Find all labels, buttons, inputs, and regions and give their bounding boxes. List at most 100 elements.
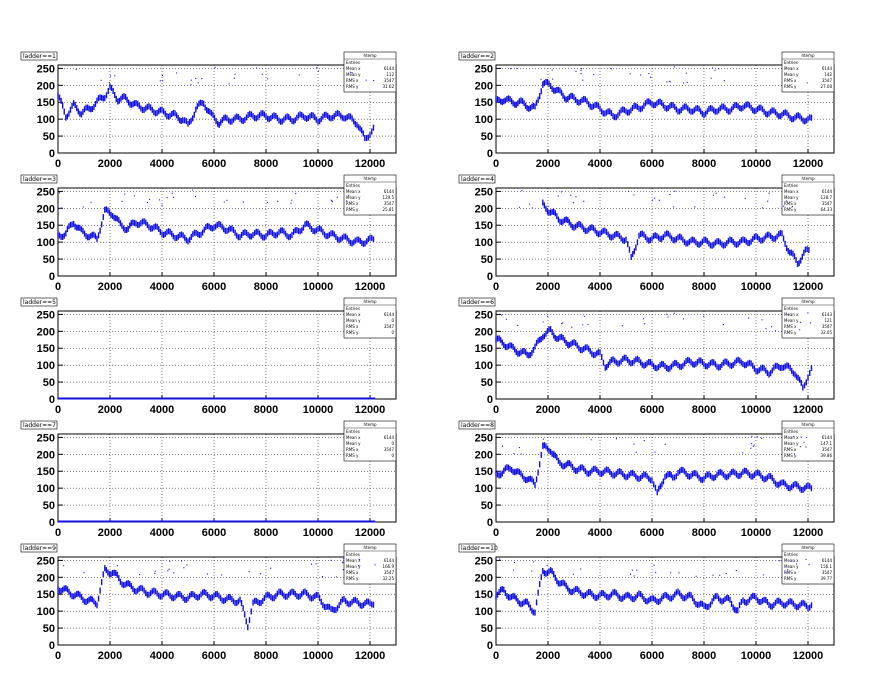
subplot-3: 0 2000 4000 6000 8000 10000 12000 0 50 100 150 200 2… bbox=[20, 174, 397, 293]
outlier-point bbox=[783, 205, 785, 207]
outlier-point bbox=[505, 318, 507, 320]
stats-label: RMS y bbox=[346, 207, 359, 212]
outlier-point bbox=[90, 201, 92, 203]
stats-value: 166.9 bbox=[383, 564, 395, 569]
outlier-point bbox=[753, 444, 755, 446]
outlier-point bbox=[582, 79, 584, 81]
outlier-point bbox=[580, 67, 583, 70]
outlier-point bbox=[171, 192, 173, 194]
outlier-point bbox=[166, 197, 168, 199]
outlier-point bbox=[348, 194, 350, 196]
y-tick-label: 50 bbox=[481, 623, 493, 635]
outlier-point bbox=[750, 443, 753, 445]
x-tick-label: 8000 bbox=[692, 281, 716, 293]
x-tick-label: 0 bbox=[493, 527, 499, 539]
stats-label: Mean y bbox=[784, 564, 799, 569]
stats-label: RMS y bbox=[784, 576, 797, 581]
outlier-point bbox=[718, 68, 720, 70]
y-tick-label: 250 bbox=[475, 63, 493, 75]
outlier-point bbox=[752, 445, 754, 447]
title-box bbox=[20, 420, 58, 430]
x-tick-label: 12000 bbox=[355, 650, 386, 662]
outlier-point bbox=[172, 196, 175, 198]
stats-label: Entries bbox=[784, 183, 798, 188]
outlier-point bbox=[168, 568, 170, 570]
outlier-point bbox=[800, 436, 802, 438]
stats-label: Mean y bbox=[346, 564, 361, 569]
outlier-point bbox=[374, 564, 376, 566]
x-tick-label: 2000 bbox=[98, 158, 122, 170]
y-tick-label: 250 bbox=[37, 309, 55, 321]
y-tick-label: 150 bbox=[37, 343, 55, 355]
x-tick-label: 12000 bbox=[793, 404, 824, 416]
stats-label: Mean x bbox=[784, 312, 799, 317]
y-tick-label: 200 bbox=[37, 326, 55, 338]
outlier-point bbox=[787, 569, 789, 571]
y-tick-label: 250 bbox=[475, 555, 493, 567]
outlier-point bbox=[793, 435, 795, 437]
outlier-point bbox=[226, 199, 228, 201]
outlier-point bbox=[501, 445, 504, 447]
x-tick-label: 2000 bbox=[98, 281, 122, 293]
outlier-point bbox=[711, 67, 714, 69]
outlier-point bbox=[648, 73, 650, 75]
y-tick-label: 50 bbox=[43, 254, 55, 266]
title-box bbox=[458, 174, 496, 184]
outlier-point bbox=[331, 200, 333, 203]
stats-value: 6144 bbox=[384, 66, 395, 71]
stats-label: RMS y bbox=[346, 330, 359, 335]
outlier-point bbox=[756, 436, 758, 438]
y-tick-label: 100 bbox=[37, 237, 55, 249]
y-tick-label: 250 bbox=[37, 63, 55, 75]
stats-label: Mean x bbox=[346, 66, 361, 71]
outlier-point bbox=[108, 82, 110, 84]
outlier-point bbox=[750, 447, 752, 449]
outlier-point bbox=[114, 75, 116, 77]
x-tick-label: 12000 bbox=[355, 527, 386, 539]
outlier-point bbox=[658, 199, 660, 201]
outlier-point bbox=[583, 200, 585, 202]
y-tick-label: 100 bbox=[475, 237, 493, 249]
x-tick-label: 10000 bbox=[741, 281, 772, 293]
y-tick-label: 50 bbox=[481, 377, 493, 389]
stats-label: RMS x bbox=[784, 78, 797, 83]
x-tick-label: 4000 bbox=[150, 158, 174, 170]
outlier-point bbox=[531, 570, 533, 572]
outlier-point bbox=[214, 66, 216, 69]
outlier-point bbox=[580, 69, 582, 72]
stats-name: htemp bbox=[364, 176, 377, 181]
outlier-point bbox=[175, 72, 178, 74]
y-tick-label: 150 bbox=[475, 589, 493, 601]
outlier-point bbox=[190, 79, 192, 81]
outlier-point bbox=[714, 69, 716, 71]
outlier-point bbox=[183, 567, 185, 569]
x-tick-label: 0 bbox=[493, 650, 499, 662]
outlier-point bbox=[670, 572, 672, 574]
y-tick-label: 150 bbox=[37, 466, 55, 478]
stats-label: Mean y bbox=[346, 195, 361, 200]
stats-value: 39.77 bbox=[821, 576, 833, 581]
x-tick-label: 8000 bbox=[692, 527, 716, 539]
y-tick-label: 150 bbox=[475, 97, 493, 109]
outlier-point bbox=[580, 73, 582, 75]
outlier-point bbox=[242, 201, 245, 203]
stats-value: 3547 bbox=[822, 447, 833, 452]
y-tick-label: 50 bbox=[43, 500, 55, 512]
y-tick-label: 50 bbox=[481, 131, 493, 143]
stats-label: Mean x bbox=[346, 189, 361, 194]
outlier-point bbox=[343, 558, 345, 560]
x-tick-label: 6000 bbox=[202, 404, 226, 416]
stats-label: RMS y bbox=[346, 84, 359, 89]
stats-value: 3547 bbox=[384, 78, 395, 83]
stats-box bbox=[343, 51, 397, 93]
stats-name: htemp bbox=[802, 53, 815, 58]
y-tick-label: 250 bbox=[475, 309, 493, 321]
stats-value: 6144 bbox=[822, 66, 833, 71]
outlier-point bbox=[762, 574, 764, 576]
x-tick-label: 0 bbox=[55, 158, 61, 170]
x-tick-label: 4000 bbox=[150, 527, 174, 539]
outlier-point bbox=[138, 573, 141, 576]
outlier-point bbox=[793, 560, 795, 562]
